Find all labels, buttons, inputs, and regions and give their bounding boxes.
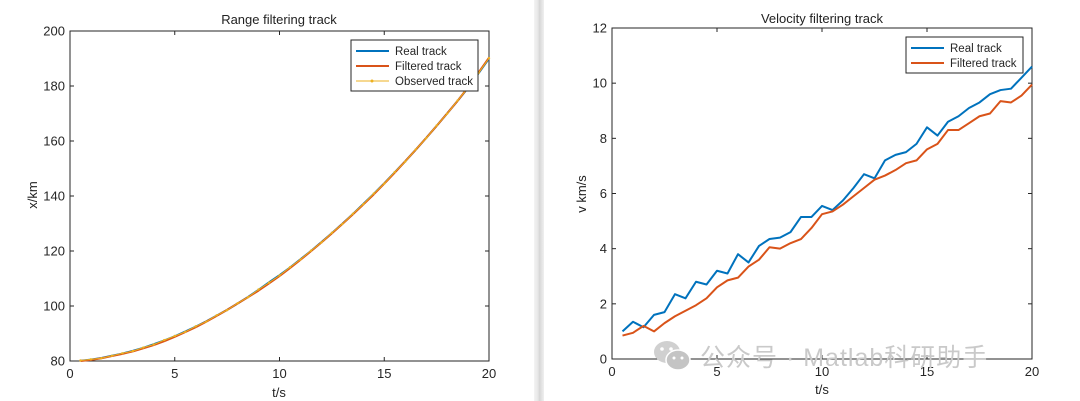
range-ytick-label: 200 [43, 24, 65, 39]
range-observed-point [173, 334, 176, 338]
range-observed-point [372, 192, 375, 195]
range-observed-point [215, 314, 218, 317]
range-observed-point [257, 288, 260, 291]
range-legend-label: Observed track [395, 76, 473, 88]
range-observed-point [435, 124, 438, 127]
range-observed-point [362, 203, 365, 206]
range-observed-point [142, 346, 145, 349]
range-observed-point [404, 160, 407, 163]
range-series-line-observed-track [80, 57, 490, 361]
range-chart: Range filtering track t/s x/km 0 5 10 15 20 8… [25, 12, 496, 400]
range-observed-point [299, 258, 302, 261]
velocity-legend-label: Real track [950, 43, 1002, 55]
range-legend-label: Filtered track [395, 61, 462, 73]
velocity-ytick-label: 8 [600, 131, 607, 146]
range-xtick-label: 20 [482, 366, 496, 381]
velocity-chart-title: Velocity filtering track [761, 11, 884, 26]
range-ytick-label: 80 [51, 354, 65, 369]
range-observed-point [100, 357, 103, 360]
range-observed-point [456, 99, 459, 102]
range-xtick-label: 5 [171, 366, 178, 381]
watermark: 公众号 · Matlab科研助手 [652, 338, 988, 374]
range-xtick-label: 15 [377, 366, 391, 381]
range-observed-point [79, 359, 82, 362]
range-xtick-label: 10 [272, 366, 286, 381]
range-observed-point [330, 231, 334, 235]
velocity-xtick-label: 20 [1025, 364, 1039, 379]
velocity-ytick-label: 0 [600, 352, 607, 367]
range-observed-point [246, 296, 250, 299]
range-observed-point [121, 352, 124, 355]
range-observed-point [445, 112, 449, 115]
watermark-text: 公众号 · Matlab科研助手 [700, 344, 989, 372]
range-observed-point [393, 170, 396, 174]
range-observed-point [487, 57, 491, 60]
range-observed-point [184, 330, 187, 334]
velocity-xtick-label: 0 [608, 364, 615, 379]
range-observed-point [424, 137, 428, 140]
range-observed-point [309, 249, 313, 252]
range-observed-point [204, 320, 208, 323]
velocity-xtick-label: 10 [815, 364, 829, 379]
range-chart-title: Range filtering track [221, 12, 337, 27]
velocity-chart-xlabel: t/s [815, 382, 829, 397]
range-observed-point [341, 222, 344, 226]
velocity-ytick-label: 12 [593, 21, 607, 36]
velocity-series-line-filtered-track [622, 83, 1033, 337]
velocity-xtick-label: 15 [920, 364, 934, 379]
range-observed-point [225, 308, 229, 312]
velocity-axes-box [611, 27, 1033, 360]
range-observed-point [236, 302, 239, 305]
velocity-chart-ylabel: v km/s [574, 175, 589, 213]
range-legend-label: Real track [395, 46, 447, 58]
range-ytick-label: 140 [43, 189, 65, 204]
velocity-ytick-label: 4 [600, 241, 607, 256]
range-observed-point [89, 358, 93, 361]
velocity-ytick-label: 2 [600, 296, 607, 311]
velocity-legend [905, 36, 1024, 74]
range-ytick-label: 160 [43, 134, 65, 149]
velocity-ytick-label: 10 [593, 76, 607, 91]
velocity-xtick-label: 5 [713, 364, 720, 379]
range-chart-xlabel: t/s [272, 385, 286, 400]
range-observed-point [278, 274, 281, 277]
range-ytick-label: 180 [43, 79, 65, 94]
range-observed-point [288, 266, 292, 269]
range-observed-point [131, 349, 135, 353]
range-observed-point [383, 182, 386, 185]
range-chart-ylabel: x/km [25, 181, 40, 208]
range-observed-point [320, 241, 323, 244]
range-observed-point [163, 338, 166, 342]
range-observed-point [267, 281, 271, 284]
range-legend-marker [370, 79, 374, 83]
range-observed-point [110, 354, 114, 357]
wechat-icon [654, 341, 691, 371]
velocity-ytick-label: 6 [600, 186, 607, 201]
range-observed-point [194, 325, 197, 328]
velocity-series-line-real-track [621, 65, 1033, 333]
velocity-legend-label: Filtered track [950, 58, 1017, 70]
range-observed-point [414, 148, 417, 151]
range-ytick-label: 120 [43, 244, 65, 259]
range-xtick-label: 0 [66, 366, 73, 381]
range-ytick-label: 100 [43, 299, 65, 314]
window-splitter[interactable] [534, 0, 544, 401]
velocity-chart: Velocity filtering track t/s v km/s 0 5 10… [574, 11, 1039, 397]
range-observed-point [152, 343, 155, 346]
range-observed-point [351, 212, 355, 216]
